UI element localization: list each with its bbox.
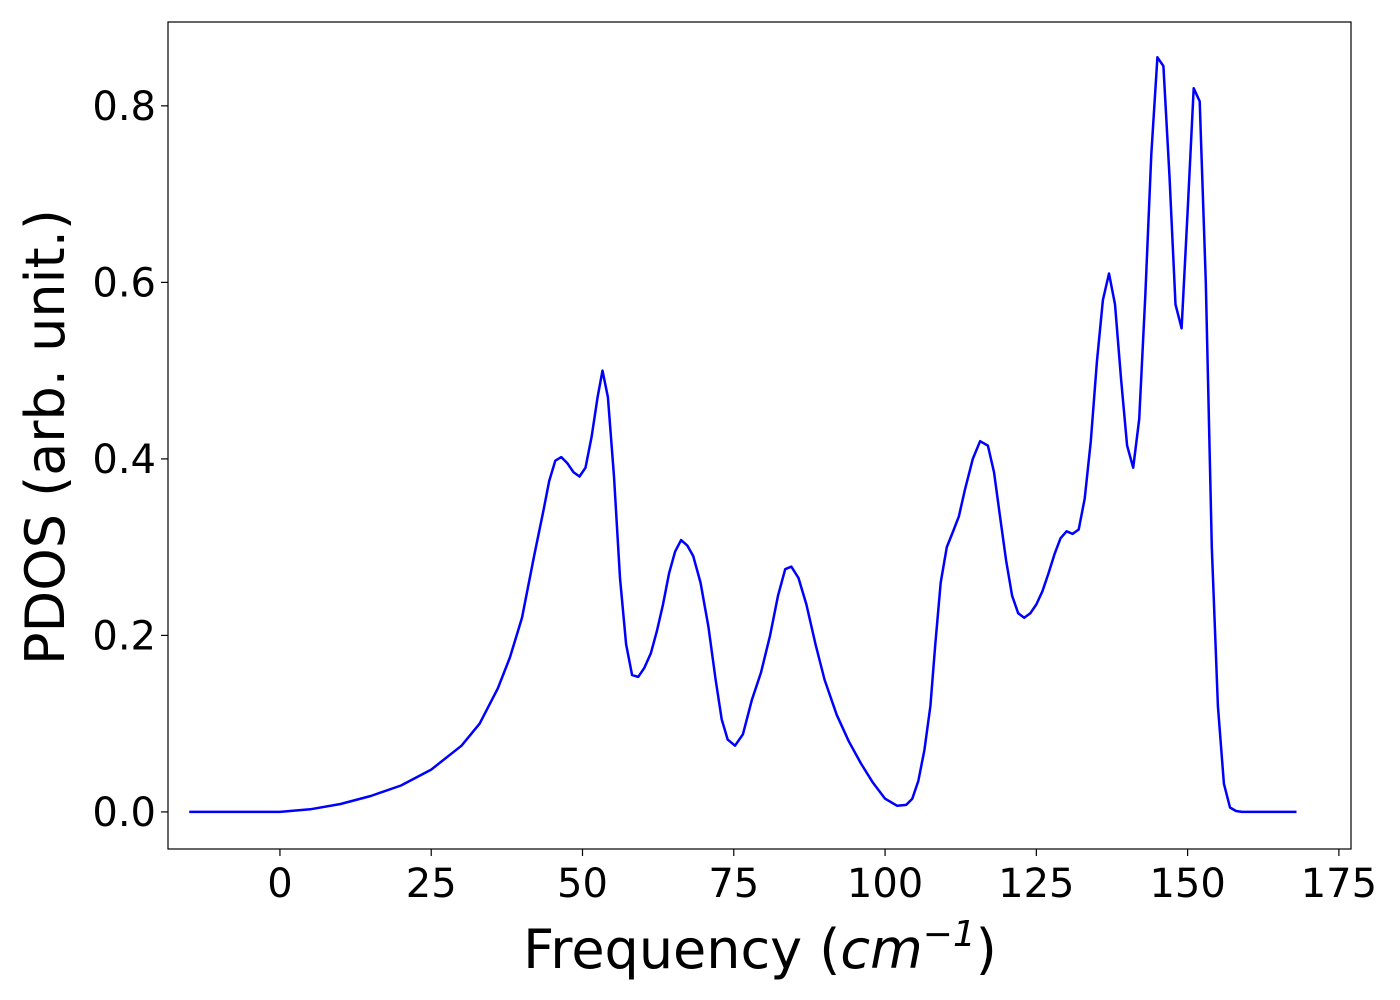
y-tick-label: 0.0 (92, 790, 156, 836)
y-tick-label: 0.4 (92, 437, 156, 483)
x-axis-label-close: ) (976, 918, 997, 981)
y-axis-ticks: 0.0 0.2 0.4 0.6 0.8 (92, 84, 168, 836)
x-axis-label: Frequency (cm−1) (523, 914, 997, 981)
y-tick-label: 0.8 (92, 84, 156, 130)
pdos-series-line (189, 56, 1297, 814)
x-tick-label: 150 (1149, 861, 1225, 907)
y-tick-label: 0.6 (92, 260, 156, 306)
x-tick-label: 175 (1301, 861, 1377, 907)
x-axis-ticks: 0 25 50 75 100 125 150 175 (267, 849, 1377, 907)
x-axis-label-unit: cm (840, 918, 922, 981)
x-tick-label: 100 (847, 861, 923, 907)
y-axis-label: PDOS (arb. unit.) (14, 209, 77, 665)
x-tick-label: 25 (406, 861, 457, 907)
axes-frame (167, 21, 1352, 850)
plot-area (189, 56, 1297, 814)
x-axis-label-text: Frequency ( (523, 918, 840, 981)
y-tick-label: 0.2 (92, 613, 156, 659)
x-tick-label: 75 (708, 861, 759, 907)
x-axis-label-unit-exponent: −1 (923, 914, 976, 955)
x-tick-label: 125 (998, 861, 1074, 907)
x-tick-label: 50 (557, 861, 608, 907)
x-tick-label: 0 (267, 861, 292, 907)
